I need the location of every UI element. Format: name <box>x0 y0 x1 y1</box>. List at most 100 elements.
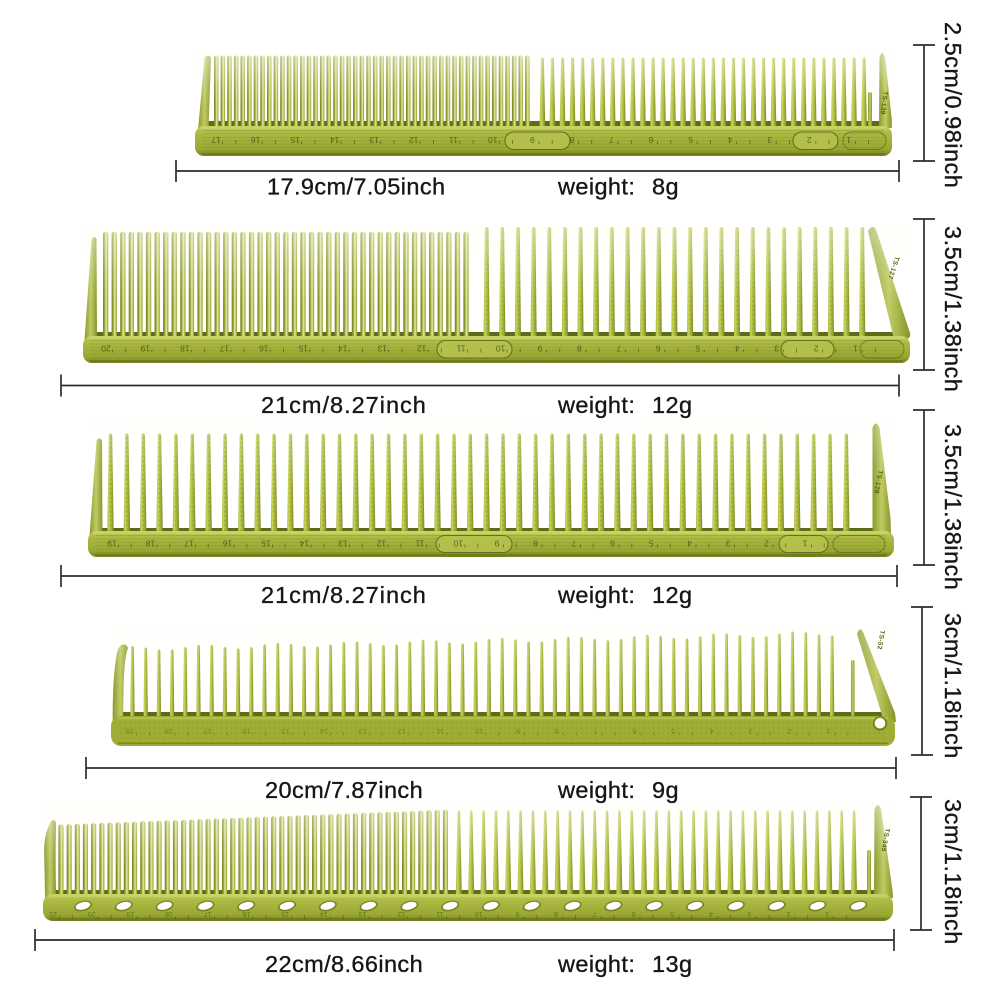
svg-text:3.5cm/1.38inch: 3.5cm/1.38inch <box>940 226 966 392</box>
svg-text:5: 5 <box>671 727 675 736</box>
svg-text:13: 13 <box>377 344 387 354</box>
svg-text:10: 10 <box>454 539 464 549</box>
svg-text:5: 5 <box>695 344 700 354</box>
svg-text:6: 6 <box>610 539 615 549</box>
svg-text:7: 7 <box>571 539 576 549</box>
svg-text:15: 15 <box>261 539 271 549</box>
svg-text:10: 10 <box>496 344 506 354</box>
svg-text:17.9cm/7.05inch: 17.9cm/7.05inch <box>267 174 445 200</box>
svg-text:10: 10 <box>475 910 483 917</box>
svg-text:12: 12 <box>409 135 419 145</box>
svg-text:5: 5 <box>648 539 653 549</box>
svg-text:6: 6 <box>656 344 661 354</box>
svg-text:9: 9 <box>516 727 520 736</box>
svg-text:19: 19 <box>140 344 150 354</box>
svg-text:7: 7 <box>593 910 597 917</box>
svg-text:17: 17 <box>204 910 212 917</box>
svg-text:16: 16 <box>259 344 269 354</box>
svg-text:14: 14 <box>320 910 328 917</box>
svg-text:14: 14 <box>320 727 328 736</box>
svg-text:4: 4 <box>735 344 740 354</box>
svg-text:weight:: weight: <box>557 392 635 418</box>
svg-text:4: 4 <box>709 910 713 917</box>
svg-text:10: 10 <box>488 135 498 145</box>
svg-text:8: 8 <box>533 539 538 549</box>
svg-text:12: 12 <box>397 727 405 736</box>
svg-text:18: 18 <box>180 344 190 354</box>
svg-text:1: 1 <box>826 727 830 736</box>
svg-text:2: 2 <box>813 344 818 354</box>
svg-text:22cm/8.66inch: 22cm/8.66inch <box>265 951 423 977</box>
svg-text:9: 9 <box>537 344 542 354</box>
svg-text:14: 14 <box>338 344 348 354</box>
svg-text:18: 18 <box>165 727 173 736</box>
svg-text:15: 15 <box>298 344 308 354</box>
svg-text:3: 3 <box>774 344 779 354</box>
svg-text:TS-139: TS-139 <box>879 91 889 115</box>
svg-text:8: 8 <box>555 727 559 736</box>
svg-text:11: 11 <box>449 135 458 145</box>
svg-text:17: 17 <box>219 344 229 354</box>
svg-text:12: 12 <box>377 539 387 549</box>
svg-text:16: 16 <box>242 727 250 736</box>
svg-text:3cm/1.18inch: 3cm/1.18inch <box>940 613 966 759</box>
svg-text:17: 17 <box>211 135 221 145</box>
svg-text:11: 11 <box>437 727 445 736</box>
svg-text:11: 11 <box>436 910 443 917</box>
svg-text:21cm/8.27inch: 21cm/8.27inch <box>261 392 427 418</box>
svg-text:1: 1 <box>853 344 858 354</box>
svg-text:6: 6 <box>648 135 653 145</box>
svg-text:3: 3 <box>767 135 772 145</box>
svg-text:15: 15 <box>290 135 300 145</box>
svg-text:13: 13 <box>338 539 348 549</box>
svg-text:12: 12 <box>397 910 405 917</box>
svg-text:2: 2 <box>786 910 790 917</box>
svg-text:14: 14 <box>300 539 310 549</box>
svg-text:3cm/1.18inch: 3cm/1.18inch <box>940 799 966 945</box>
svg-text:7: 7 <box>594 727 598 736</box>
svg-text:3: 3 <box>748 910 752 917</box>
svg-text:weight:: weight: <box>557 951 635 977</box>
svg-text:19: 19 <box>107 539 117 549</box>
svg-text:7: 7 <box>616 344 621 354</box>
svg-text:17: 17 <box>203 727 211 736</box>
svg-text:20: 20 <box>101 344 111 354</box>
svg-text:4: 4 <box>727 135 732 145</box>
svg-text:3: 3 <box>749 727 753 736</box>
svg-text:16: 16 <box>243 910 251 917</box>
svg-text:18: 18 <box>165 910 173 917</box>
svg-text:8: 8 <box>569 135 574 145</box>
svg-text:8: 8 <box>577 344 582 354</box>
svg-text:19: 19 <box>126 910 134 917</box>
svg-text:11: 11 <box>456 344 465 354</box>
svg-text:3.5cm/1.38inch: 3.5cm/1.38inch <box>940 424 966 590</box>
svg-text:20: 20 <box>88 910 96 917</box>
svg-text:9: 9 <box>494 539 499 549</box>
svg-text:1: 1 <box>802 539 807 549</box>
svg-text:12g: 12g <box>652 392 692 418</box>
svg-text:18: 18 <box>146 539 156 549</box>
svg-text:TS-128: TS-128 <box>872 470 883 495</box>
svg-text:8g: 8g <box>652 174 679 200</box>
svg-text:13: 13 <box>359 910 367 917</box>
svg-text:weight:: weight: <box>557 777 635 803</box>
svg-text:20cm/7.87inch: 20cm/7.87inch <box>265 777 423 803</box>
svg-text:6: 6 <box>632 727 636 736</box>
svg-text:2.5cm/0.98inch: 2.5cm/0.98inch <box>940 22 966 188</box>
svg-text:1: 1 <box>825 910 829 917</box>
svg-text:13: 13 <box>359 727 367 736</box>
svg-text:TS-52: TS-52 <box>875 630 885 651</box>
svg-text:2: 2 <box>807 135 812 145</box>
svg-text:2: 2 <box>764 539 769 549</box>
svg-text:4: 4 <box>687 539 692 549</box>
svg-text:16: 16 <box>223 539 233 549</box>
svg-text:21cm/8.27inch: 21cm/8.27inch <box>261 582 427 608</box>
svg-text:6: 6 <box>631 910 635 917</box>
svg-text:13: 13 <box>369 135 379 145</box>
svg-text:21: 21 <box>49 910 57 917</box>
svg-text:TS-345: TS-345 <box>879 828 890 853</box>
svg-text:4: 4 <box>710 727 714 736</box>
svg-text:16: 16 <box>251 135 261 145</box>
svg-text:5: 5 <box>670 910 674 917</box>
svg-text:9g: 9g <box>652 777 679 803</box>
